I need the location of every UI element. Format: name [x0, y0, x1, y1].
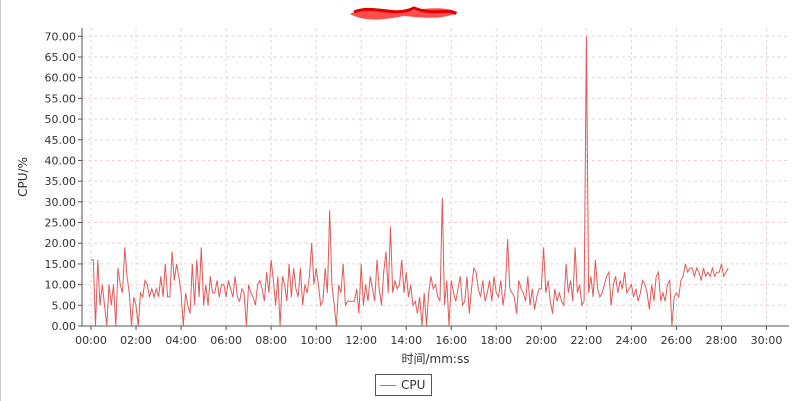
- y-tick-label: 65.00: [45, 51, 77, 64]
- x-tick-label: 18:00: [480, 334, 512, 347]
- y-axis-label: CPU/%: [16, 157, 30, 197]
- x-tick-label: 06:00: [210, 334, 242, 347]
- y-tick-label: 25.00: [45, 217, 77, 230]
- x-tick-label: 08:00: [255, 334, 287, 347]
- y-tick-label: 50.00: [45, 113, 77, 126]
- series-layer: [91, 36, 729, 327]
- series-line-cpu: [91, 36, 729, 327]
- x-tick-label: 22:00: [571, 334, 603, 347]
- x-tick-label: 28:00: [706, 334, 738, 347]
- x-tick-label: 02:00: [120, 334, 152, 347]
- x-tick-label: 26:00: [661, 334, 693, 347]
- x-tick-label: 20:00: [525, 334, 557, 347]
- x-tick-label: 00:00: [75, 334, 107, 347]
- y-tick-label: 20.00: [45, 237, 77, 250]
- y-tick-label: 0.00: [52, 320, 77, 333]
- y-tick-label: 70.00: [45, 30, 77, 43]
- x-axis-label: 时间/mm:ss: [402, 352, 470, 366]
- y-tick-label: 60.00: [45, 72, 77, 85]
- chart-legend: CPU: [375, 374, 433, 396]
- legend-label-cpu: CPU: [401, 378, 426, 392]
- y-tick-label: 40.00: [45, 154, 77, 167]
- y-tick-label: 30.00: [45, 196, 77, 209]
- x-tick-label: 04:00: [165, 334, 197, 347]
- y-tick-label: 55.00: [45, 92, 77, 105]
- x-tick-label: 30:00: [751, 334, 783, 347]
- x-tick-label: 24:00: [616, 334, 648, 347]
- redacted-title-scribble: [350, 6, 458, 20]
- y-tick-label: 45.00: [45, 134, 77, 147]
- y-tick-label: 5.00: [52, 299, 77, 312]
- plot-area: [82, 28, 789, 326]
- window-left-edge: [0, 0, 1, 401]
- axes: 0.00 5.00 10.00 15.00 20.00 25.00 30.00 35.00 40…: [45, 28, 789, 347]
- y-tick-label: 35.00: [45, 175, 77, 188]
- y-tick-label: 15.00: [45, 258, 77, 271]
- x-tick-label: 14:00: [390, 334, 422, 347]
- x-tick-label: 10:00: [300, 334, 332, 347]
- x-tick-label: 12:00: [345, 334, 377, 347]
- grid-lines: [82, 28, 789, 327]
- y-tick-label: 10.00: [45, 279, 77, 292]
- legend-swatch-cpu: [380, 384, 396, 386]
- x-tick-label: 16:00: [435, 334, 467, 347]
